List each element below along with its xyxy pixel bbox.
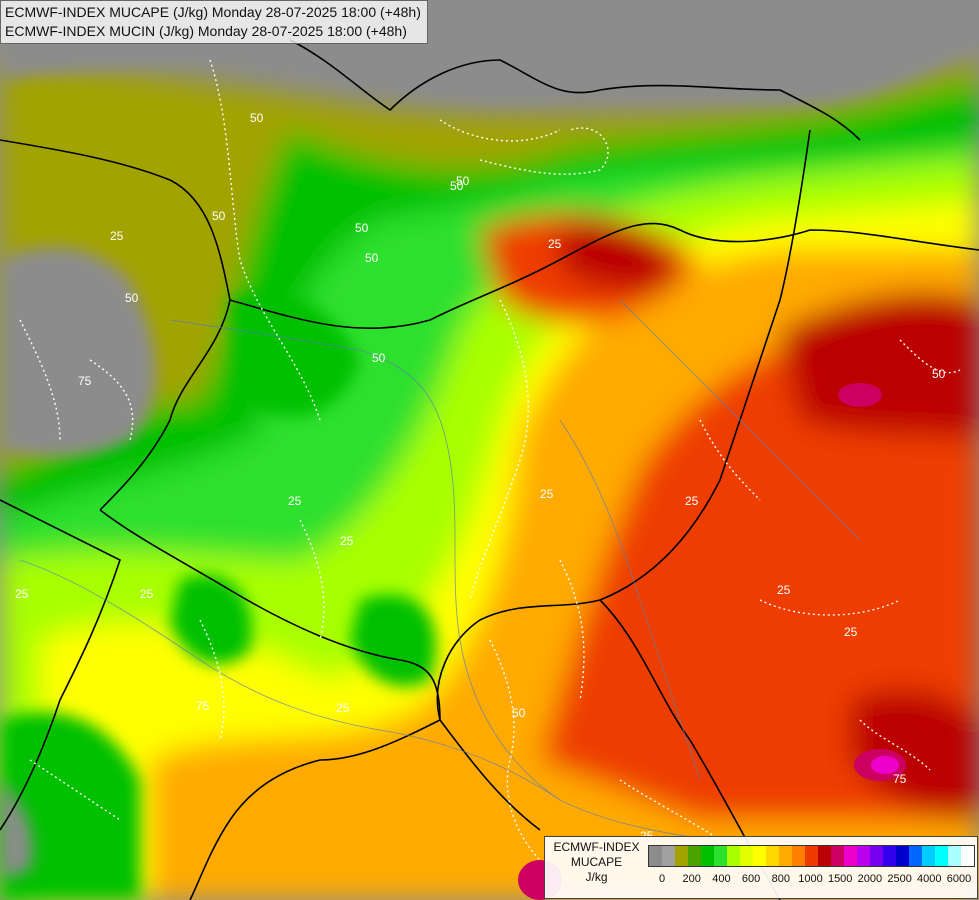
legend-swatch [935,846,948,866]
contour-label: 50 [932,367,946,381]
legend-swatch [662,846,675,866]
legend-tick-label: 2500 [887,873,912,885]
map-title: ECMWF-INDEX MUCAPE (J/kg) Monday 28-07-2… [0,0,428,44]
contour-label: 75 [78,374,92,388]
legend-swatch [883,846,896,866]
contour-label: 50 [456,174,470,188]
legend-tick-label: 4000 [917,873,942,885]
legend-tick-label: 200 [682,873,701,885]
contour-label: 50 [365,251,379,265]
legend-swatch [688,846,701,866]
contour-label: 25 [15,587,29,601]
legend-color-scale [648,845,975,867]
legend-tick-label: 800 [771,873,790,885]
legend-ticks: 0 200 400 600 800 1000 1500 2000 2500 4000 6000 [648,873,973,889]
legend-label: ECMWF-INDEX MUCAPE J/kg [549,840,644,885]
rivers [19,299,861,851]
contour-label: 75 [893,772,907,786]
legend-tick-label: 400 [712,873,731,885]
legend-tick-label: 6000 [946,873,972,885]
legend-tick-label: 0 [658,873,666,885]
contour-label: 50 [125,291,139,305]
legend-swatch [649,846,662,866]
contour-label: 50 [355,221,369,235]
legend-swatch [844,846,857,866]
contour-label: 25 [540,487,554,501]
legend-swatch [857,846,870,866]
legend-swatch [792,846,805,866]
legend-tick-label: 1500 [827,873,853,885]
legend-tick-label: 600 [741,873,761,885]
contour-label: 25 [288,494,302,508]
contour-label: 25 [548,237,562,251]
contour-label: 25 [777,583,791,597]
mucin-contours [19,59,961,861]
legend-swatch [675,846,688,866]
legend-swatch [701,846,714,866]
contour-label: 25 [340,534,354,548]
contour-label: 25 [140,587,154,601]
legend-swatch [805,846,818,866]
contour-label: 50 [372,351,386,365]
legend-swatch [727,846,740,866]
legend-swatch [948,846,961,866]
cape-field [0,60,979,900]
contour-label: 25 [336,701,350,715]
legend-swatch [714,846,727,866]
contour-label: 50 [450,179,464,193]
legend-tick-label: 2000 [857,873,883,885]
legend-swatch [766,846,779,866]
mucin-title: ECMWF-INDEX MUCIN (J/kg) Monday 28-07-20… [5,23,407,39]
legend-swatch [779,846,792,866]
contour-label: 50 [212,209,226,223]
green-patches [0,292,437,900]
legend-swatch [831,846,844,866]
legend-swatch [870,846,883,866]
legend-swatch [753,846,766,866]
contour-label: 50 [250,111,264,125]
contour-label: 25 [110,229,124,243]
color-legend: ECMWF-INDEX MUCAPE J/kg 0 200 400 600 800 100… [544,836,978,899]
contour-label: 50 [512,706,526,720]
legend-swatch [896,846,909,866]
legend-label-line1: ECMWF-INDEX [553,840,640,854]
legend-swatch [961,846,974,866]
mucape-title: ECMWF-INDEX MUCAPE (J/kg) Monday 28-07-2… [5,4,421,20]
contour-label: 75 [196,699,210,713]
legend-swatch [922,846,935,866]
contour-label: 25 [844,625,858,639]
legend-label-line3: J/kg [585,870,608,884]
contour-labels: 50 50 50 50 25 50 50 50 25 25 75 50 25 2… [15,111,946,843]
legend-swatch [909,846,922,866]
legend-swatch [740,846,753,866]
legend-swatch [818,846,831,866]
legend-tick-label: 1000 [798,873,823,885]
legend-label-line2: MUCAPE [570,855,623,869]
contour-label: 25 [685,494,699,508]
